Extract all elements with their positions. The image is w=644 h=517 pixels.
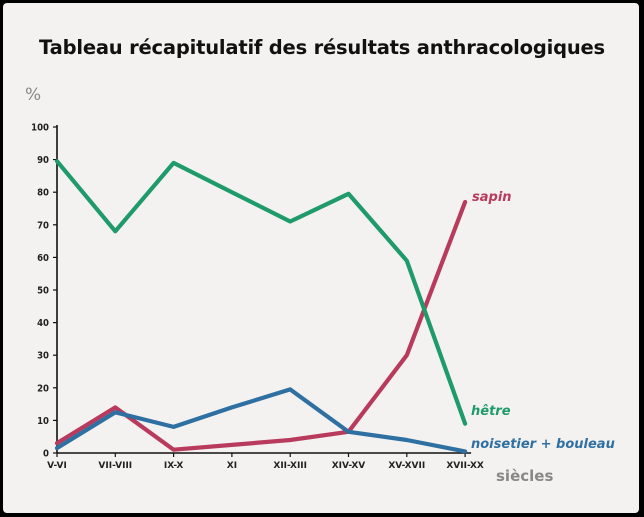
series-label: sapin [472,190,512,205]
y-tick-label: 20 [37,383,49,394]
y-tick-label: 70 [37,220,49,231]
x-tick-label: IX-X [164,461,184,471]
x-tick-label: XI [227,461,237,471]
chart-background [3,3,639,513]
x-axis-label: siècles [496,467,553,485]
series-label: hêtre [471,404,511,419]
y-axis-label: % [25,85,41,105]
x-tick-label: VII-VIII [98,461,132,471]
series-label: noisetier + bouleau [471,437,615,452]
y-tick-label: 10 [37,416,49,427]
chart-title: Tableau récapitulatif des résultats anth… [39,36,605,59]
x-tick-label: XV-XVII [388,461,425,471]
y-tick-label: 40 [37,318,49,329]
y-tick-label: 100 [31,123,49,134]
y-tick-label: 90 [37,155,49,166]
x-tick-label: XVII-XX [446,461,484,471]
x-tick-label: XII-XIII [273,461,307,471]
y-tick-label: 0 [43,449,49,460]
x-tick-label: V-VI [47,461,67,471]
series-line-h-tre [54,159,468,426]
y-tick-label: 80 [37,188,49,199]
y-tick-label: 50 [37,286,49,297]
y-tick-label: 30 [37,351,49,362]
x-tick-label: XIV-XV [332,461,366,471]
y-tick-label: 60 [37,253,49,264]
series-line-noisetier-bouleau [54,387,468,454]
